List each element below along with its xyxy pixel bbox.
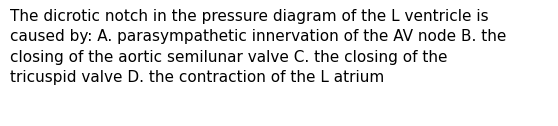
Text: The dicrotic notch in the pressure diagram of the L ventricle is
caused by: A. p: The dicrotic notch in the pressure diagr… xyxy=(10,9,507,85)
